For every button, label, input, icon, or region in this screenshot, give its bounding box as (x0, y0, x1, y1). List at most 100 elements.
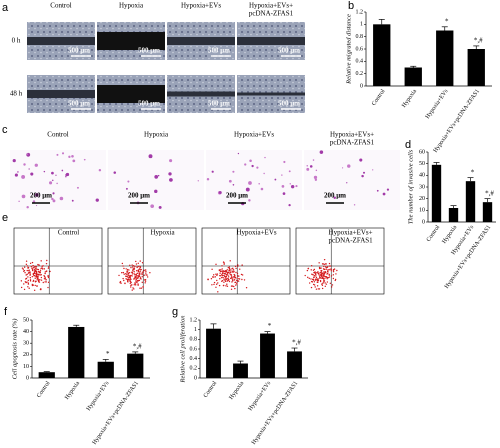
y-tick-label: 0.8 (190, 337, 198, 343)
micrograph (304, 150, 400, 210)
event-dot (133, 284, 135, 286)
event-dot (319, 280, 322, 283)
event-dot (125, 275, 128, 278)
event-dot (234, 277, 237, 279)
event-dot (130, 274, 132, 277)
bar (467, 49, 485, 86)
event-dot (29, 274, 31, 276)
cell (43, 170, 46, 173)
cell (71, 154, 74, 158)
event-dot (224, 275, 226, 278)
event-dot (135, 279, 137, 281)
x-tick-label: Control (426, 224, 442, 243)
event-dot (144, 280, 147, 282)
cell (21, 174, 26, 179)
cell (206, 178, 210, 181)
event-dot (134, 276, 137, 279)
event-dot (40, 276, 43, 279)
event-dot (243, 279, 246, 281)
event-dot (231, 276, 233, 279)
event-dot (225, 275, 228, 278)
cell (319, 150, 324, 154)
event-dot (313, 276, 315, 278)
y-tick-label: 0 (194, 375, 197, 381)
panel-label: b (348, 0, 354, 12)
event-dot (36, 268, 38, 271)
event-dot (323, 263, 325, 266)
event-dot (128, 271, 131, 274)
event-dot (325, 263, 327, 265)
event-dot (322, 268, 325, 270)
event-dot (141, 273, 143, 276)
event-dot (118, 274, 120, 277)
event-dot (322, 282, 324, 284)
event-dot (25, 274, 27, 276)
event-dot (323, 275, 326, 277)
scratch-gap (27, 90, 95, 98)
event-dot (213, 281, 216, 284)
event-dot (127, 279, 129, 281)
event-dot (23, 270, 25, 272)
event-dot (331, 284, 334, 286)
event-dot (134, 284, 137, 286)
cell (51, 171, 54, 175)
event-dot (230, 288, 233, 291)
cell (264, 156, 266, 159)
cell (256, 166, 259, 169)
event-dot (33, 268, 36, 270)
event-dot (328, 269, 330, 271)
event-dot (138, 275, 140, 277)
event-dot (44, 276, 46, 278)
event-dot (27, 286, 29, 288)
event-dot (226, 273, 229, 275)
event-dot (133, 268, 135, 271)
event-dot (133, 267, 136, 269)
event-dot (125, 268, 127, 270)
cell (113, 171, 117, 174)
cell (169, 178, 173, 182)
event-dot (136, 277, 139, 279)
event-dot (320, 274, 322, 276)
event-dot (312, 278, 314, 280)
cell (362, 171, 366, 174)
event-dot (226, 269, 228, 271)
event-dot (229, 274, 232, 276)
column-header: pcDNA-ZFAS1 (328, 237, 373, 245)
cell (249, 159, 252, 163)
event-dot (122, 277, 124, 280)
event-dot (134, 265, 136, 268)
event-dot (29, 277, 32, 279)
cell (158, 205, 162, 209)
column-header: Control (50, 2, 71, 10)
cell (65, 172, 70, 177)
column-header: Hypoxia (144, 131, 169, 139)
y-tick-label: 0.2 (190, 366, 198, 372)
event-dot (223, 274, 225, 277)
event-dot (132, 287, 134, 289)
event-dot (211, 268, 213, 271)
event-dot (216, 273, 219, 275)
event-dot (222, 276, 224, 279)
scratch-gap (97, 32, 165, 50)
event-dot (46, 259, 48, 262)
bar (448, 208, 459, 222)
cell (353, 204, 356, 206)
event-dot (219, 272, 221, 274)
bar (482, 202, 493, 222)
event-dot (45, 281, 47, 283)
event-dot (43, 268, 45, 270)
event-dot (329, 282, 332, 284)
event-dot (325, 268, 327, 271)
event-dot (25, 281, 27, 284)
cell (35, 193, 39, 197)
event-dot (236, 272, 239, 275)
bar (431, 164, 442, 222)
event-dot (313, 268, 316, 271)
event-dot (325, 271, 327, 274)
event-dot (319, 277, 322, 279)
cell (26, 205, 29, 209)
cell (211, 170, 214, 173)
scale-bar-label: 200 μm (128, 192, 150, 200)
cell (65, 175, 67, 178)
event-dot (321, 283, 323, 285)
